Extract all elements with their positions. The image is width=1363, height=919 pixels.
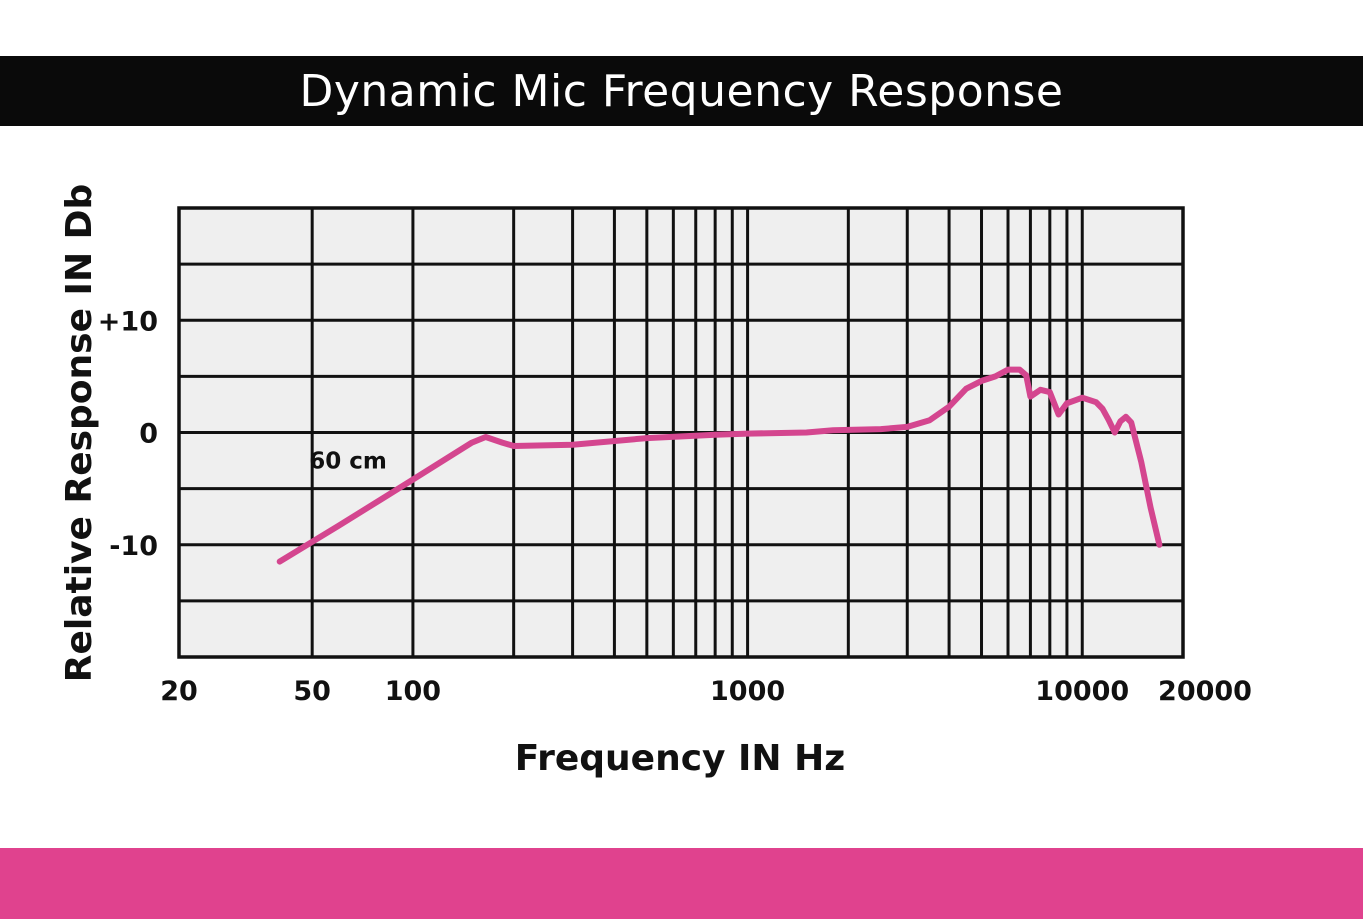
y-tick-label: +10: [98, 306, 158, 337]
y-tick-label: 0: [139, 419, 158, 450]
x-tick-labels: 20 50 100 1000 10000 20000: [160, 676, 1252, 707]
page-title: Dynamic Mic Frequency Response: [299, 65, 1064, 117]
plot-frame: [177, 206, 1185, 659]
x-tick-label: 20000: [1158, 676, 1252, 707]
y-tick-labels: +10 0 -10: [98, 306, 158, 562]
x-tick-label: 100: [385, 676, 441, 707]
accent-band: [0, 848, 1363, 919]
annotations: 60 cm: [309, 449, 387, 475]
title-bar: Dynamic Mic Frequency Response: [0, 56, 1363, 126]
y-tick-label: -10: [109, 531, 158, 562]
x-tick-label: 1000: [710, 676, 785, 707]
annotation-label: 60 cm: [309, 449, 387, 475]
x-axis-title: Frequency IN Hz: [515, 738, 845, 779]
y-axis-title: Relative Response IN Db: [59, 184, 100, 683]
x-tick-label: 50: [293, 676, 331, 707]
x-tick-label: 10000: [1035, 676, 1129, 707]
x-tick-label: 20: [160, 676, 198, 707]
response-curve: [276, 366, 1163, 565]
y-gridlines: [179, 262, 1183, 603]
